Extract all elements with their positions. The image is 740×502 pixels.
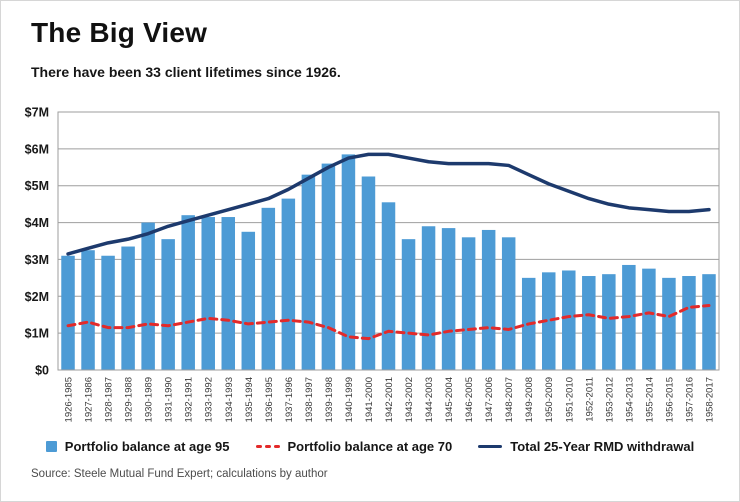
x-tick-label: 1938-1997 [304,377,315,422]
x-tick-label: 1941-2000 [364,377,375,422]
bar [101,255,115,370]
bar [361,176,376,370]
bar [201,217,215,370]
bar [642,268,656,370]
source-note: Source: Steele Mutual Fund Expert; calcu… [31,468,328,480]
x-tick-label: 1942-2001 [384,377,395,422]
x-tick-label: 1928-1987 [104,377,115,422]
y-tick-label: $0 [35,364,49,378]
bar [141,222,155,370]
dashed-line-swatch-icon [255,444,280,449]
bar [301,174,316,370]
rmd-line [66,152,711,256]
bar [161,239,175,370]
bar [582,276,596,370]
bar [121,246,135,370]
x-tick-label: 1926-1985 [64,377,75,422]
bar [441,228,456,370]
chart-canvas: $0 $1M $2M $3M $4M $5M $6M $7M 1926-1985 1927-198… [25,106,720,422]
x-tick-label: 1948-2007 [504,377,515,422]
x-tick-label: 1957-2016 [684,377,695,422]
y-tick-label: $1M [25,327,49,341]
x-tick-label: 1933-1992 [204,377,215,422]
x-tick-label: 1927-1986 [84,377,95,422]
bar [501,237,516,370]
bar [421,226,436,370]
chart-legend: Portfolio balance at age 95 Portfolio ba… [1,439,739,454]
bar [341,154,356,370]
bar [481,229,496,370]
x-tick-label: 1949-2008 [524,377,535,422]
x-tick-label: 1953-2012 [604,377,615,422]
x-tick-label: 1950-2009 [544,377,555,422]
bar [381,202,396,370]
legend-item-age70: Portfolio balance at age 70 [255,439,453,454]
bar [261,207,276,370]
bar [602,274,616,370]
bar [61,255,75,370]
bar [562,270,576,370]
y-tick-label: $7M [25,106,49,120]
legend-item-rmd: Total 25-Year RMD withdrawal [478,439,694,454]
y-tick-label: $4M [25,216,49,230]
x-tick-label: 1936-1995 [264,377,275,422]
x-tick-label: 1932-1991 [184,377,195,422]
x-tick-label: 1929-1988 [124,377,135,422]
bar [662,277,676,370]
solid-line-swatch-icon [478,444,503,449]
x-tick-label: 1939-1998 [324,377,335,422]
bar [541,272,556,370]
bar [702,274,716,370]
x-tick-label: 1947-2006 [484,377,495,422]
x-tick-label: 1944-2003 [424,377,435,422]
x-tick-label: 1951-2010 [564,377,575,422]
x-tick-label: 1956-2015 [664,377,675,422]
bar [461,237,476,370]
bar [682,276,696,370]
x-tick-label: 1937-1996 [284,377,295,422]
legend-label-age95: Portfolio balance at age 95 [64,439,230,454]
y-tick-label: $2M [25,290,49,304]
y-tick-label: $3M [25,253,49,267]
plot-border [57,111,720,371]
x-tick-label: 1946-2005 [464,377,475,422]
x-tick-label: 1958-2017 [704,377,715,422]
x-tick-label: 1943-2002 [404,377,415,422]
bar [281,198,296,370]
bar [241,231,256,370]
y-tick-label: $6M [25,142,49,156]
x-tick-label: 1954-2013 [624,377,635,422]
bar [81,250,95,370]
bar [401,239,416,370]
x-tick-label: 1934-1993 [224,377,235,422]
y-tick-label: $5M [25,179,49,193]
x-tick-label: 1931-1990 [164,377,175,422]
page-subtitle: There have been 33 client lifetimes sinc… [31,64,341,80]
x-tick-label: 1955-2014 [644,377,655,422]
legend-label-age70: Portfolio balance at age 70 [287,439,453,454]
bar [221,217,236,370]
bar [181,215,195,370]
legend-item-age95: Portfolio balance at age 95 [45,439,230,454]
x-tick-label: 1935-1994 [244,377,255,422]
bar [321,163,336,370]
legend-label-rmd: Total 25-Year RMD withdrawal [510,439,695,454]
x-tick-label: 1930-1989 [144,377,155,422]
bar-swatch-icon [45,441,57,452]
age70-line [66,304,711,341]
page-title: The Big View [31,17,208,48]
x-tick-label: 1952-2011 [584,377,595,422]
x-tick-label: 1945-2004 [444,377,455,422]
x-tick-label: 1940-1999 [344,377,355,422]
